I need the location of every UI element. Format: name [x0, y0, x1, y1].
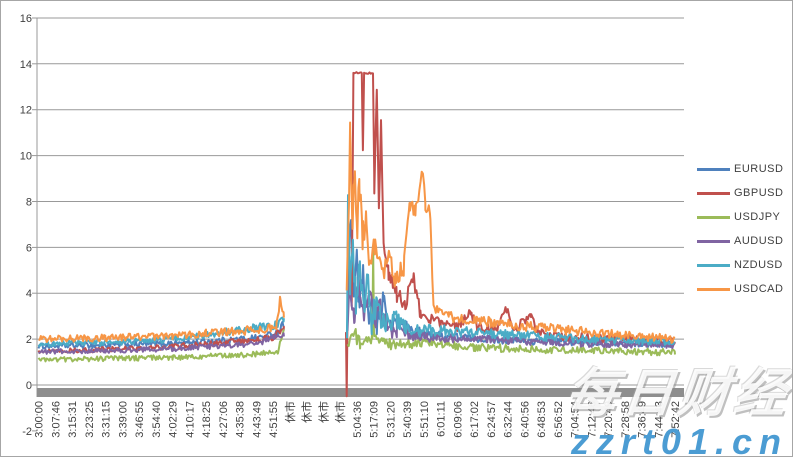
- x-axis-label: 7:04:54: [570, 401, 582, 438]
- x-axis-label: 4:18:25: [201, 401, 213, 438]
- legend-label-USDCAD: USDCAD: [734, 283, 784, 295]
- x-axis-label: 6:24:57: [486, 401, 498, 438]
- x-axis-label: 5:04:36: [352, 401, 364, 438]
- y-axis-label: 14: [20, 59, 32, 71]
- series-line-AUDUSD: [37, 332, 285, 355]
- legend-item-GBPUSD: GBPUSD: [697, 181, 789, 205]
- legend-item-EURUSD: EURUSD: [697, 157, 789, 181]
- legend-label-USDJPY: USDJPY: [734, 211, 781, 223]
- legend-item-USDJPY: USDJPY: [697, 205, 789, 229]
- x-axis-label: 6:09:06: [452, 401, 464, 438]
- y-axis-label: 2: [26, 334, 32, 346]
- y-axis-label: 6: [26, 242, 32, 254]
- x-axis-label: 6:01:11: [436, 401, 448, 437]
- legend-key-line-USDCAD: [697, 287, 730, 291]
- legend-item-NZDUSD: NZDUSD: [697, 253, 789, 277]
- y-axis-label: -2: [22, 426, 32, 438]
- category-axis-bar: [37, 388, 684, 397]
- y-axis-label: 16: [20, 13, 32, 25]
- x-axis-label: 3:23:25: [84, 401, 96, 438]
- x-axis-label: 3:00:00: [34, 401, 46, 438]
- x-axis-label: 5:31:20: [385, 401, 397, 438]
- legend-label-NZDUSD: NZDUSD: [734, 259, 783, 271]
- x-axis-label: 4:43:49: [251, 401, 263, 438]
- legend-key-line-USDJPY: [697, 215, 730, 219]
- x-axis-label: 3:31:15: [101, 401, 113, 438]
- series-line-USDCAD: [345, 121, 676, 344]
- legend-key-line-AUDUSD: [697, 239, 730, 243]
- x-axis-label: 3:46:55: [134, 401, 146, 438]
- x-axis-label: 6:40:56: [519, 401, 531, 438]
- x-axis-label: 3:54:40: [151, 401, 163, 438]
- legend-label-AUDUSD: AUDUSD: [734, 235, 784, 247]
- legend-key-line-GBPUSD: [697, 191, 730, 195]
- y-axis-label: 8: [26, 197, 32, 209]
- legend-key-line-NZDUSD: [697, 263, 730, 267]
- x-axis-label: 5:51:10: [419, 401, 431, 438]
- x-axis-label: 3:39:00: [117, 401, 129, 438]
- legend-label-GBPUSD: GBPUSD: [734, 187, 784, 199]
- x-axis-label: 3:07:46: [50, 401, 62, 438]
- x-axis-label: 7:52:42: [670, 401, 682, 438]
- series-line-USDJPY: [346, 247, 676, 357]
- x-axis-label: 休市: [300, 401, 314, 423]
- x-axis-label: 4:35:38: [235, 401, 247, 438]
- x-axis-label: 休市: [283, 401, 297, 423]
- legend-label-EURUSD: EURUSD: [734, 163, 784, 175]
- y-axis-label: 10: [20, 151, 32, 163]
- y-axis-label: 12: [20, 105, 32, 117]
- x-axis-label: 4:02:29: [168, 401, 180, 438]
- y-axis-label: 4: [26, 288, 32, 300]
- x-axis-label: 7:20:49: [603, 401, 615, 438]
- x-axis-label: 5:17:09: [369, 401, 381, 438]
- x-axis-label: 6:17:02: [469, 401, 481, 438]
- series-line-USDCAD: [38, 295, 285, 344]
- x-axis-label: 7:44:43: [653, 401, 665, 438]
- y-axis-label: 0: [26, 380, 32, 392]
- x-axis-label: 6:56:52: [553, 401, 565, 438]
- x-axis-label: 3:15:31: [67, 401, 79, 438]
- x-axis-label: 7:36:49: [637, 401, 649, 438]
- x-axis-label: 5:40:39: [402, 401, 414, 438]
- x-axis-label: 7:28:58: [620, 401, 632, 438]
- x-axis-label: 休市: [316, 401, 330, 423]
- x-axis-label: 4:27:06: [218, 401, 230, 438]
- x-axis-label: 4:51:55: [268, 401, 280, 438]
- x-axis-label: 休市: [333, 401, 347, 423]
- x-axis-label: 4:10:17: [184, 401, 196, 438]
- x-axis-label: 7:12:46: [586, 401, 598, 438]
- legend-key-line-EURUSD: [697, 167, 730, 171]
- series-line-USDJPY: [37, 328, 285, 363]
- legend-item-AUDUSD: AUDUSD: [697, 229, 789, 253]
- chart-legend: EURUSD GBPUSD USDJPY AUDUSD NZDUSD USDCAD: [697, 157, 789, 301]
- x-axis-label: 6:48:53: [536, 401, 548, 438]
- series-line-AUDUSD: [346, 272, 676, 350]
- x-axis-label: 6:32:44: [503, 401, 515, 438]
- legend-item-USDCAD: USDCAD: [697, 277, 789, 301]
